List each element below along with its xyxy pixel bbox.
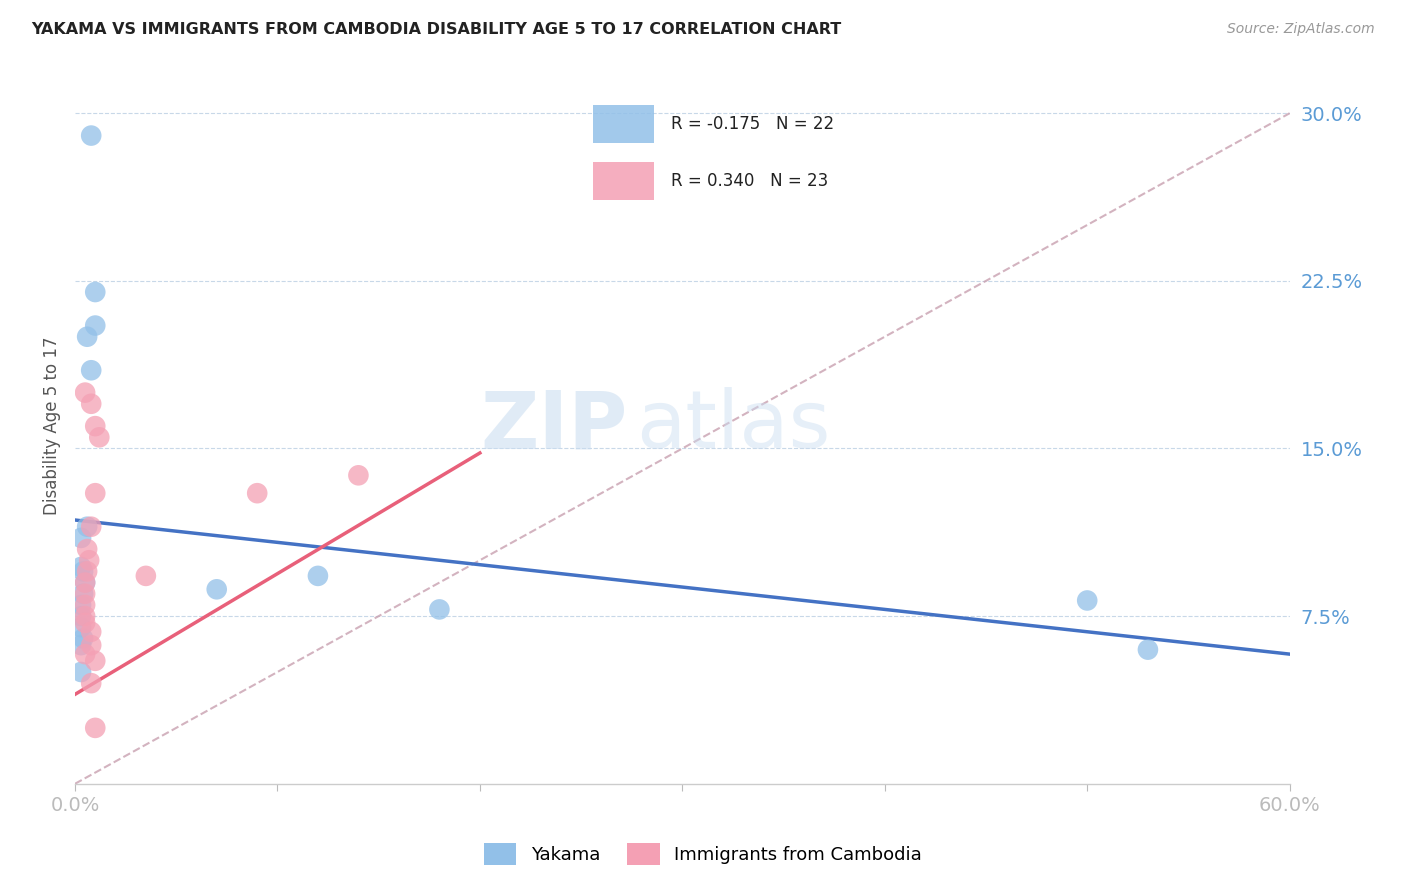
Point <box>84 721 107 735</box>
Point <box>76 565 98 579</box>
Point <box>80 676 103 690</box>
Point <box>246 486 269 500</box>
Point <box>70 638 93 652</box>
Point <box>84 419 107 434</box>
Point <box>76 519 98 533</box>
Point <box>80 519 103 533</box>
Point <box>75 575 97 590</box>
Point <box>84 285 107 299</box>
Point <box>72 632 94 646</box>
Point <box>80 397 103 411</box>
Point <box>70 609 93 624</box>
Point <box>75 587 97 601</box>
Y-axis label: Disability Age 5 to 17: Disability Age 5 to 17 <box>44 337 60 516</box>
Point <box>89 430 111 444</box>
Point <box>135 569 157 583</box>
Point <box>72 587 94 601</box>
Point <box>75 575 97 590</box>
Point <box>70 560 93 574</box>
Point <box>307 569 329 583</box>
Point <box>84 486 107 500</box>
Point <box>80 624 103 639</box>
Point <box>70 665 93 679</box>
Point <box>70 598 93 612</box>
Point <box>84 318 107 333</box>
Point <box>75 615 97 630</box>
Point <box>80 363 103 377</box>
Text: atlas: atlas <box>636 387 831 465</box>
Text: YAKAMA VS IMMIGRANTS FROM CAMBODIA DISABILITY AGE 5 TO 17 CORRELATION CHART: YAKAMA VS IMMIGRANTS FROM CAMBODIA DISAB… <box>31 22 841 37</box>
Point <box>75 647 97 661</box>
Point <box>347 468 370 483</box>
Point <box>205 582 228 597</box>
Point <box>72 565 94 579</box>
Point <box>75 385 97 400</box>
Point <box>1136 642 1159 657</box>
Point <box>70 620 93 634</box>
Point <box>80 128 103 143</box>
Point <box>77 553 100 567</box>
Point <box>76 542 98 557</box>
Text: ZIP: ZIP <box>481 387 627 465</box>
Point <box>75 609 97 624</box>
Point <box>76 330 98 344</box>
Point <box>84 654 107 668</box>
Point <box>429 602 451 616</box>
Point <box>80 638 103 652</box>
Point <box>75 598 97 612</box>
Point <box>70 531 93 545</box>
Text: Source: ZipAtlas.com: Source: ZipAtlas.com <box>1227 22 1375 37</box>
Legend: Yakama, Immigrants from Cambodia: Yakama, Immigrants from Cambodia <box>477 836 929 872</box>
Point <box>1076 593 1098 607</box>
